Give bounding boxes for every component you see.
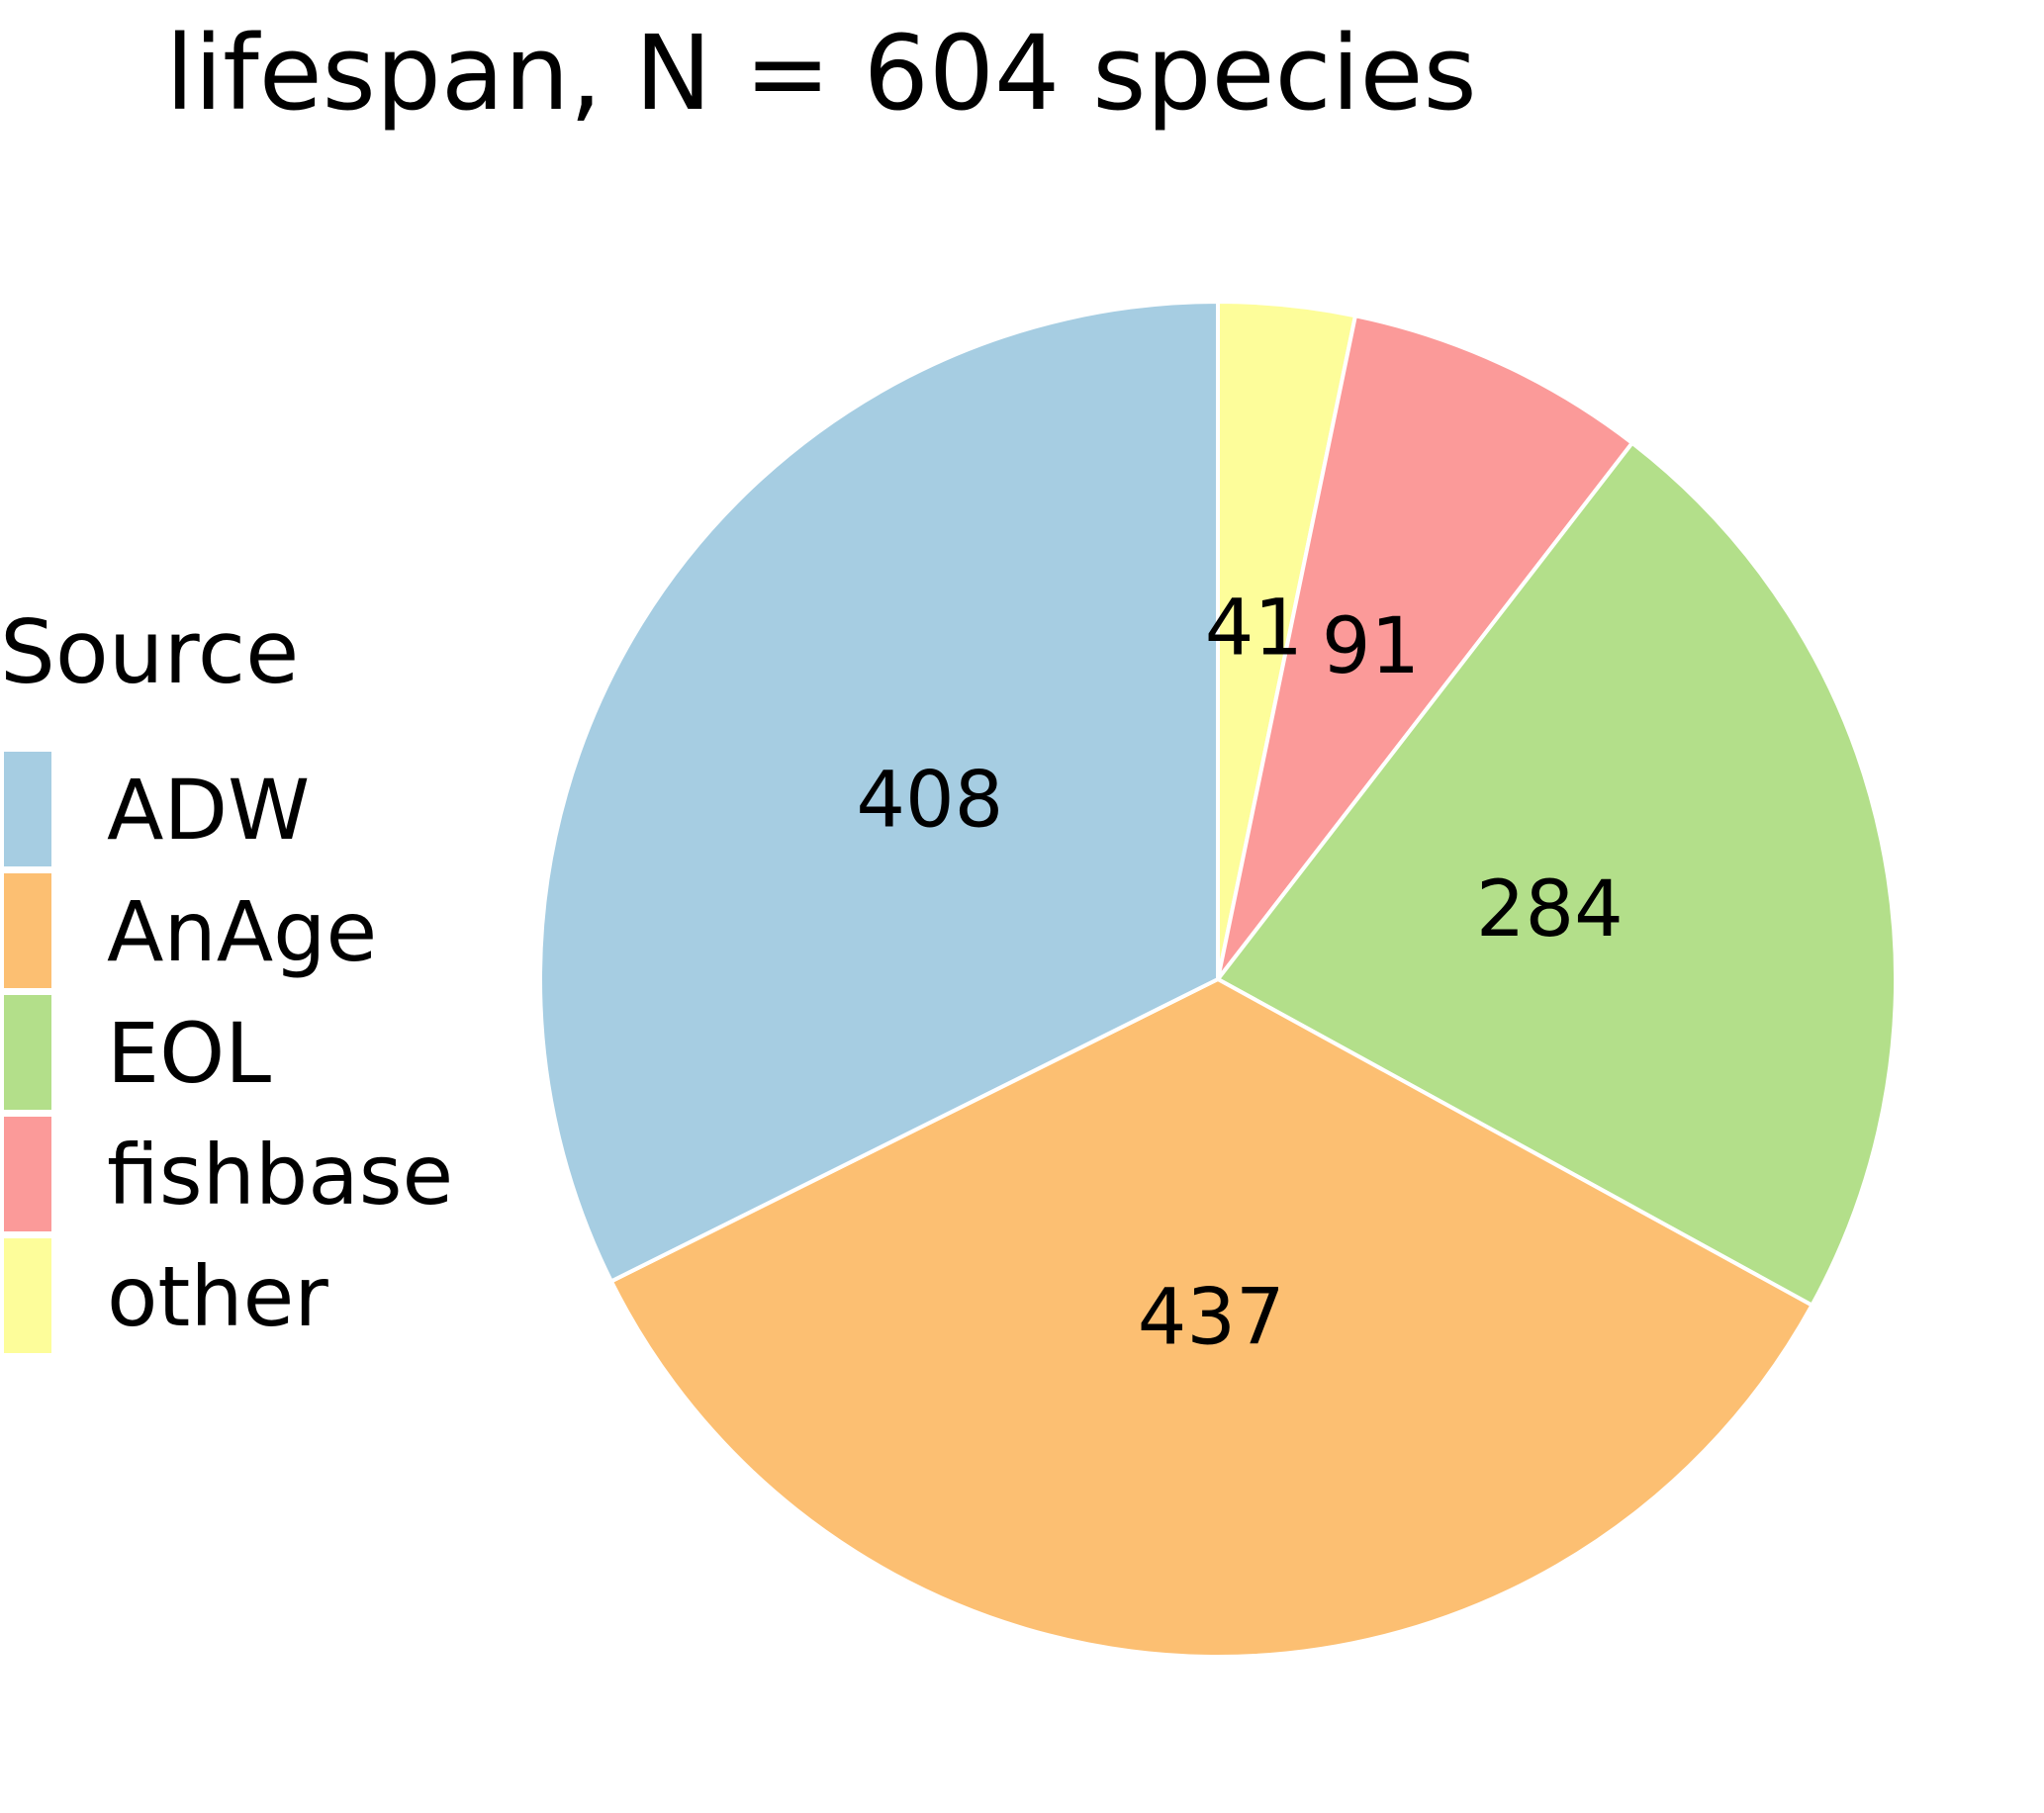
- chart-title: lifespan, N = 604 species: [165, 13, 1476, 134]
- legend: Source ADW AnAge EOL fishbase other: [0, 601, 453, 1353]
- legend-swatch-anage: [4, 873, 51, 988]
- slice-label-eol: 284: [1476, 865, 1624, 954]
- slice-label-fishbase: 91: [1322, 602, 1420, 691]
- legend-label-adw: ADW: [107, 762, 310, 859]
- legend-swatch-eol: [4, 995, 51, 1110]
- slice-label-anage: 437: [1138, 1273, 1285, 1362]
- pie-slice-labels: 41 91 284 437 408: [856, 585, 1623, 1363]
- legend-label-fishbase: fishbase: [107, 1127, 453, 1224]
- pie-slice-fishbase: [1216, 313, 1635, 981]
- legend-swatch-adw: [4, 752, 51, 866]
- legend-label-other: other: [107, 1248, 328, 1345]
- legend-label-eol: EOL: [107, 1005, 271, 1102]
- legend-swatch-fishbase: [4, 1117, 51, 1231]
- pie-slice-eol: [1214, 440, 1898, 1309]
- pie-slice-anage: [608, 976, 1815, 1659]
- slice-label-adw: 408: [856, 757, 1003, 846]
- legend-title: Source: [0, 601, 299, 703]
- legend-items: ADW AnAge EOL fishbase other: [4, 752, 453, 1353]
- pie-slices: [538, 299, 1898, 1659]
- legend-label-anage: AnAge: [107, 883, 377, 980]
- legend-swatch-other: [4, 1238, 51, 1353]
- slice-label-other: 41: [1205, 585, 1303, 674]
- pie-slice-adw: [538, 299, 1220, 1285]
